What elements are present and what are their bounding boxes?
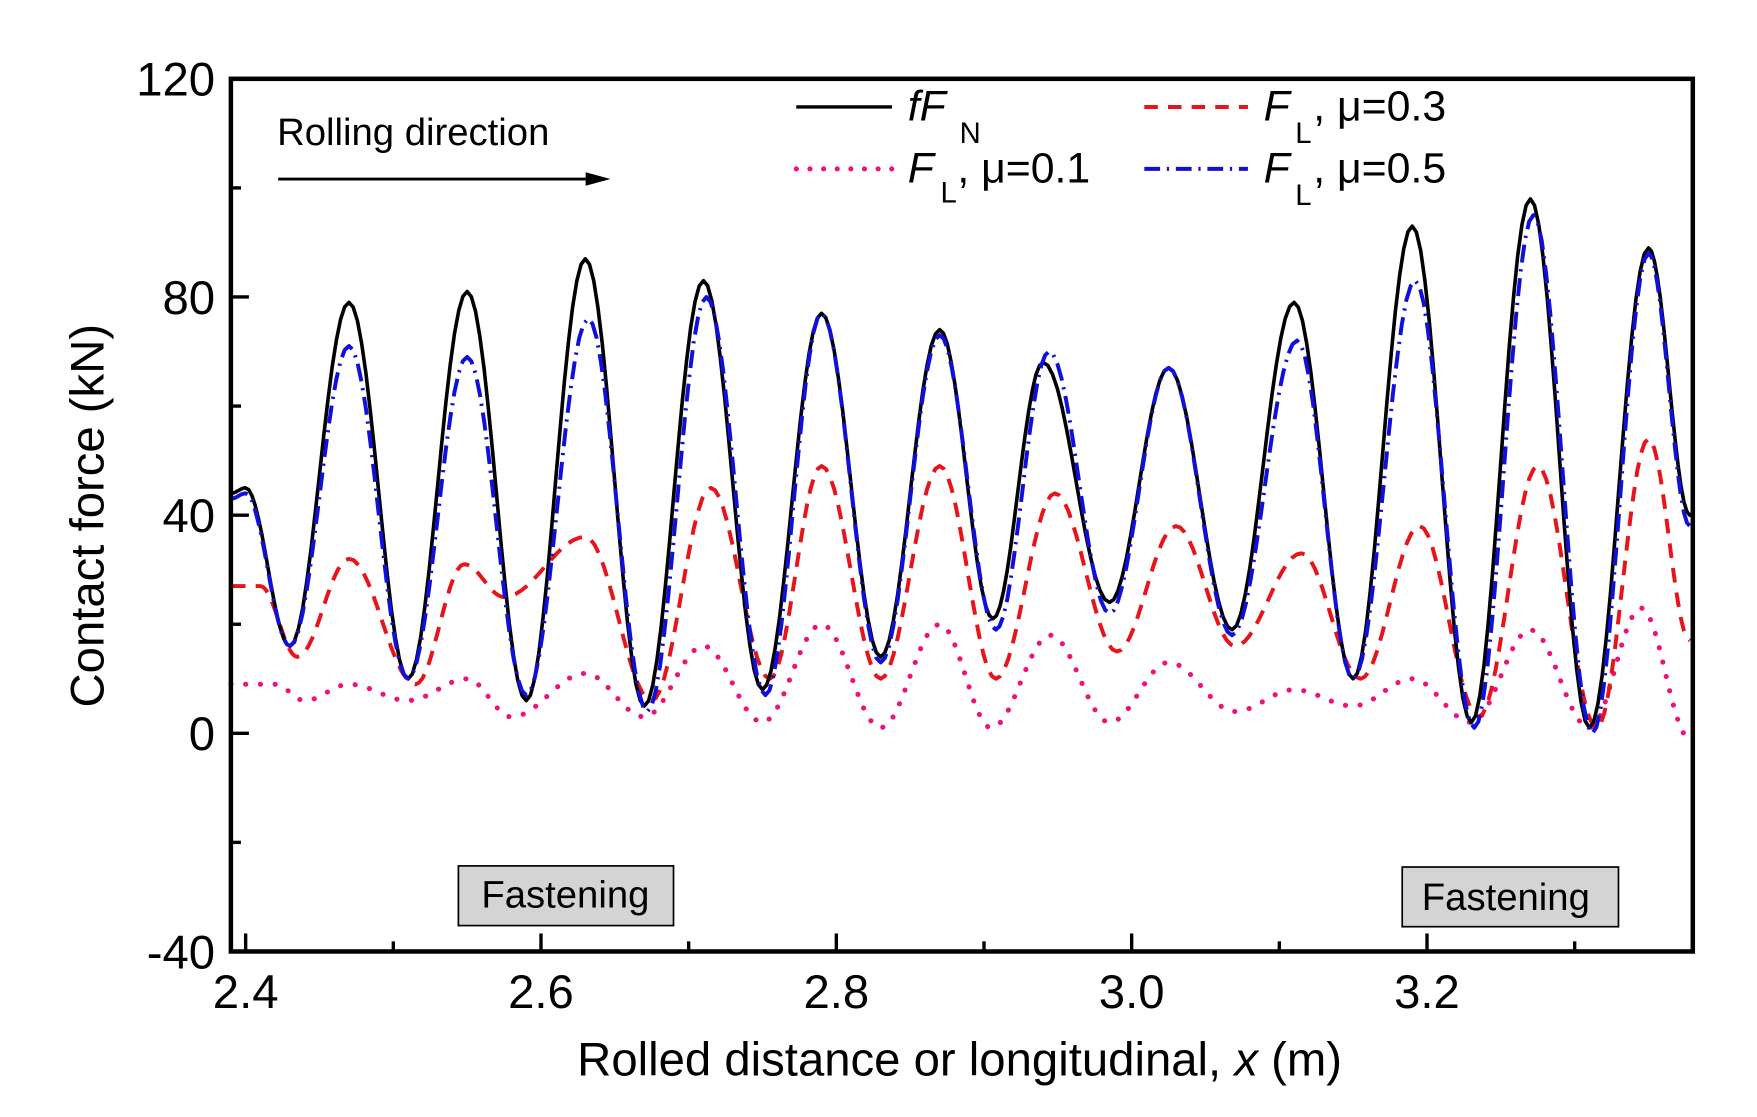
svg-text:F: F <box>1264 82 1293 130</box>
x-tick-label: 2.4 <box>213 966 279 1019</box>
fastening-annotation-left: Fastening <box>457 865 675 927</box>
x-tick-label: 2.8 <box>803 966 869 1019</box>
y-tick-label: -40 <box>147 926 215 979</box>
y-axis-title: Contact force (kN) <box>62 324 115 708</box>
series-line-solid <box>229 197 1692 730</box>
series-line-dashed <box>230 436 1692 730</box>
svg-text:N: N <box>960 118 981 150</box>
legend: fF N F L , μ=0.1 F L , μ=0.3 F L , μ=0.5 <box>793 82 1446 212</box>
legend-item-mu05: F L , μ=0.5 <box>1144 144 1446 212</box>
plot-frame <box>228 76 1696 954</box>
legend-item-mu01: F L , μ=0.1 <box>793 144 1090 210</box>
series-line-dashdot <box>229 213 1692 736</box>
svg-text:L: L <box>1295 180 1311 212</box>
svg-text:, μ=0.1: , μ=0.1 <box>957 144 1090 192</box>
plot-area <box>228 197 1693 742</box>
svg-text:L: L <box>940 178 956 210</box>
rolling-direction-label: Rolling direction <box>277 111 549 154</box>
svg-text:Fastening: Fastening <box>481 874 649 917</box>
svg-text:fF: fF <box>908 82 949 130</box>
fastening-annotation-right: Fastening <box>1401 866 1620 928</box>
legend-item-mu03: F L , μ=0.3 <box>1144 82 1446 150</box>
y-tick-label: 40 <box>163 490 216 543</box>
y-tick-label: 80 <box>163 272 216 325</box>
arrowhead-icon <box>585 172 611 186</box>
svg-text:L: L <box>1295 118 1311 150</box>
y-tick-label: 120 <box>136 54 215 107</box>
x-axis-title: Rolled distance or longitudinal, x (m) <box>577 1033 1342 1086</box>
svg-text:, μ=0.5: , μ=0.5 <box>1313 144 1446 192</box>
svg-text:Fastening: Fastening <box>1422 876 1590 919</box>
svg-text:F: F <box>908 144 937 192</box>
x-tick-label: 3.0 <box>1099 966 1165 1019</box>
legend-item-fFN: fF N <box>796 82 981 150</box>
y-axis: -40 0 40 80 120 <box>136 54 249 979</box>
x-axis: 2.4 2.6 2.8 3.0 3.2 <box>213 933 1577 1019</box>
rolling-direction-annotation: Rolling direction <box>277 111 611 186</box>
series-line-dotted <box>228 605 1693 742</box>
svg-text:, μ=0.3: , μ=0.3 <box>1313 82 1446 130</box>
y-tick-label: 0 <box>189 708 215 761</box>
svg-text:F: F <box>1264 144 1293 192</box>
x-tick-label: 2.6 <box>508 966 574 1019</box>
x-tick-label: 3.2 <box>1394 966 1460 1019</box>
